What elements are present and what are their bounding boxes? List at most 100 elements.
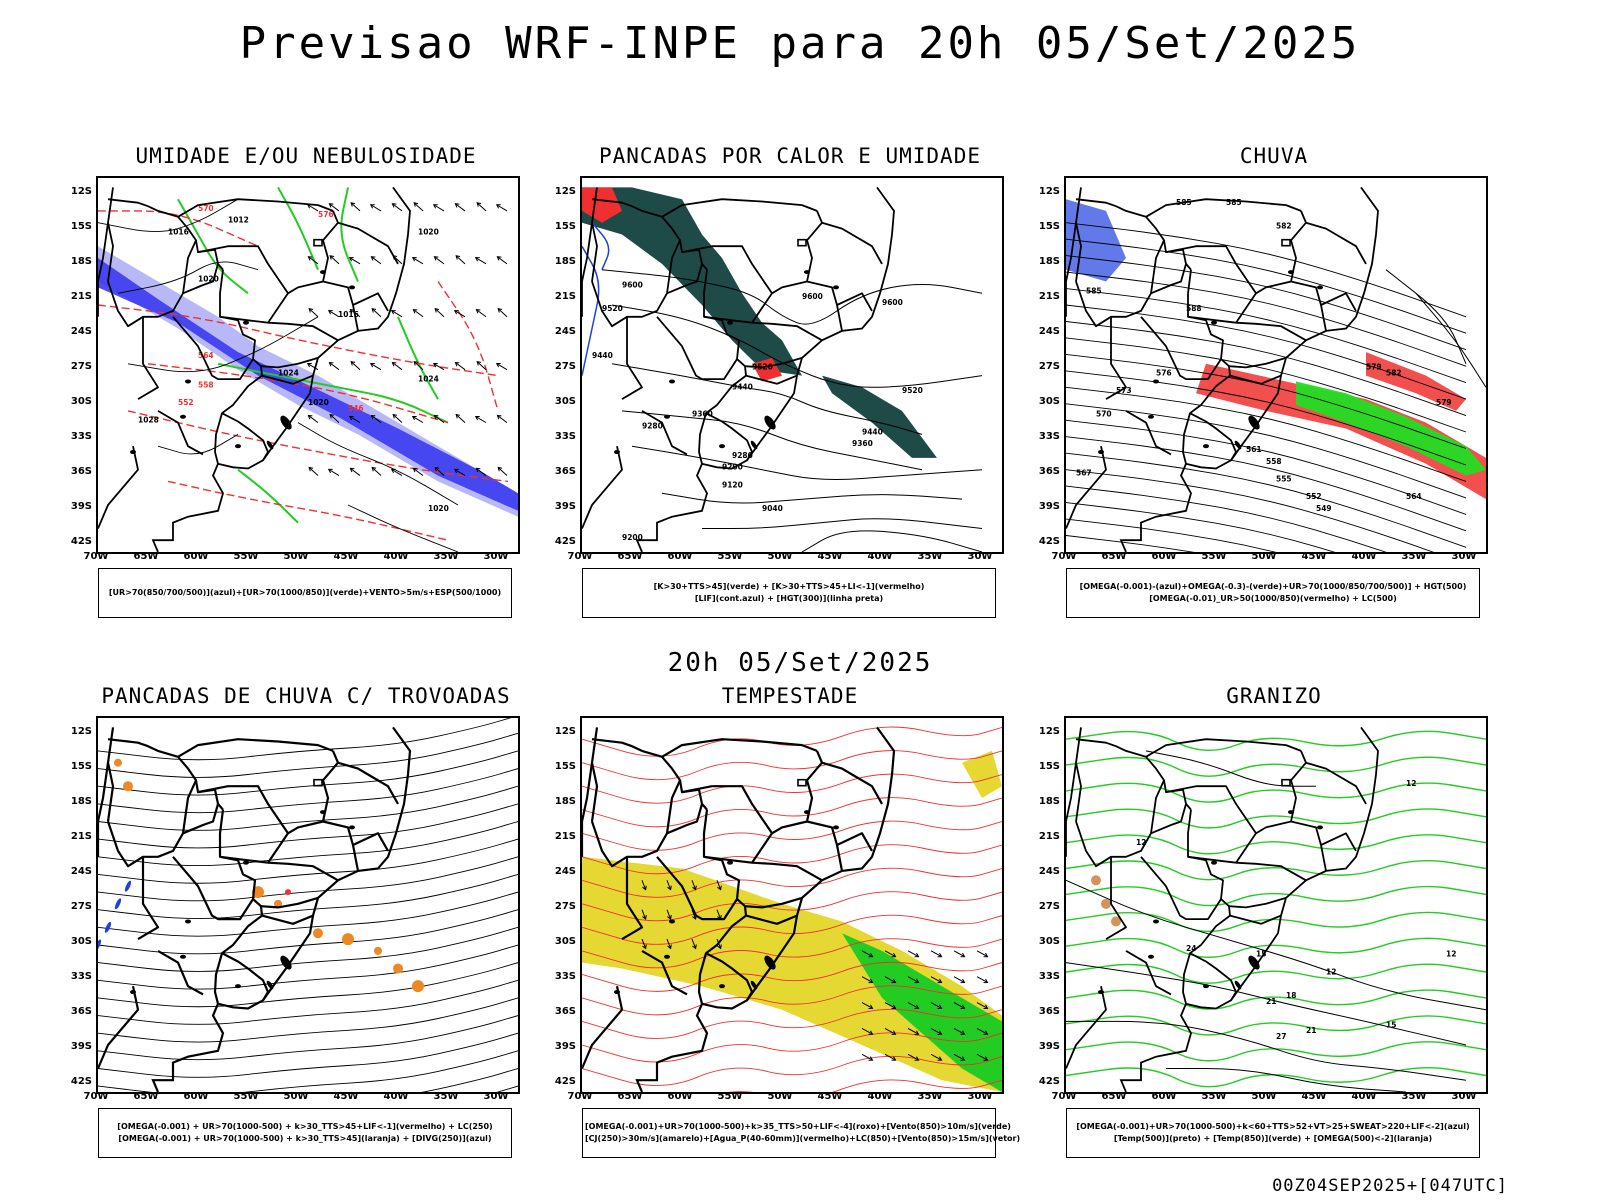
hgt300-contour (702, 518, 983, 529)
panel-title-trovoadas: PANCADAS DE CHUVA C/ TROVOADAS (101, 684, 511, 708)
pressure-contour (157, 434, 239, 455)
lat-tick-label: 21S (70, 291, 92, 302)
omega-spot (1091, 875, 1101, 886)
lon-tick-label: 40W (867, 1091, 893, 1102)
map-panel-trovoadas (96, 716, 520, 1094)
contour-label: 9600 (802, 292, 823, 301)
streamline (421, 1068, 518, 1092)
lat-tick-label: 36S (70, 1006, 92, 1017)
legend-granizo: [OMEGA(-0.001)+UR>70(1000-500)+k<60+TTS>… (1066, 1108, 1480, 1158)
temp850-contour (1066, 756, 1486, 777)
jet-stream-area (582, 856, 1002, 1092)
contour-label: 15 (1386, 1020, 1396, 1029)
lon-tick-label: 60W (183, 551, 209, 562)
lon-tick-label: 60W (667, 551, 693, 562)
streamline (1066, 288, 1467, 384)
temp850-contour (1066, 989, 1486, 1010)
hgt300-contour (601, 269, 983, 325)
contour-label: 576 (1156, 369, 1172, 378)
streamline (98, 838, 518, 884)
panel-title-tempestade: TEMPESTADE (721, 684, 859, 708)
contour-label: 1020 (418, 227, 439, 236)
contour-label: 9600 (622, 280, 643, 289)
lat-tick-label: 42S (554, 1076, 576, 1087)
lon-tick-label: 30W (483, 1091, 509, 1102)
lat-tick-label: 15S (1038, 761, 1060, 772)
lon-tick-label: 50W (767, 1091, 793, 1102)
lat-tick-label: 33S (1038, 431, 1060, 442)
humidity-low-contour (217, 362, 449, 424)
streamline (1066, 469, 1435, 552)
contour-label: 1016 (338, 310, 359, 319)
lat-tick-label: 18S (1038, 256, 1060, 267)
lon-tick-label: 60W (1151, 1091, 1177, 1102)
contour-label: 9280 (642, 422, 663, 431)
streamline (1415, 292, 1486, 388)
lon-tick-label: 55W (233, 551, 259, 562)
lat-tick-label: 42S (554, 536, 576, 547)
streamline (582, 1008, 1002, 1039)
humidity-low-contour (340, 187, 359, 282)
contour-label: 585 (1086, 286, 1102, 295)
map-panel-tempestade (580, 716, 1004, 1094)
lat-tick-label: 42S (1038, 536, 1060, 547)
streamline (1066, 452, 1467, 548)
lat-tick-label: 39S (554, 1041, 576, 1052)
convection-area (822, 375, 937, 458)
hgt300-contour (621, 410, 923, 471)
temp850-contour (1066, 937, 1486, 958)
contour-label: 555 (1276, 474, 1292, 483)
contour-label: 9520 (602, 304, 623, 313)
lon-tick-label: 50W (283, 551, 309, 562)
geography (1066, 186, 1379, 552)
contour-label: 12 (1326, 967, 1336, 976)
contour-label: 9440 (862, 427, 883, 436)
lat-tick-label: 30S (554, 936, 576, 947)
streamline (1066, 518, 1277, 552)
run-info: 00Z04SEP2025+[047UTC] (1272, 1176, 1508, 1196)
thunderstorm-spot (274, 899, 282, 908)
lat-tick-label: 18S (554, 796, 576, 807)
lat-tick-label: 36S (1038, 466, 1060, 477)
legend-umidade: [UR>70(850/700/500)](azul)+[UR>70(1000/8… (98, 568, 512, 618)
lif-contour (582, 245, 600, 376)
lat-tick-label: 33S (554, 431, 576, 442)
legend-line: [OMEGA(-0.001)-(azul)+OMEGA(-0.3)-(verde… (1079, 582, 1467, 591)
contour-label: 9360 (692, 410, 713, 419)
streamline (582, 773, 1002, 804)
lon-tick-label: 60W (183, 1091, 209, 1102)
lat-tick-label: 24S (1038, 326, 1060, 337)
lat-tick-label: 24S (1038, 866, 1060, 877)
lat-tick-label: 24S (554, 326, 576, 337)
streamline (98, 1050, 518, 1092)
geography (98, 186, 411, 552)
panel-title-umidade: UMIDADE E/OU NEBULOSIDADE (135, 144, 477, 168)
contour-label: 588 (1186, 304, 1202, 313)
lat-tick-label: 39S (70, 1041, 92, 1052)
lat-tick-label: 33S (70, 971, 92, 982)
streamline (582, 938, 1002, 969)
lon-tick-label: 65W (133, 551, 159, 562)
streamline (1385, 269, 1467, 364)
lon-tick-label: 65W (1101, 551, 1127, 562)
temp500-contour (1066, 1020, 1467, 1081)
lat-tick-label: 12S (70, 186, 92, 197)
lat-tick-label: 21S (1038, 291, 1060, 302)
panel-title-granizo: GRANIZO (1226, 684, 1322, 708)
contour-label: 552 (1306, 492, 1322, 501)
pressure-contour (117, 261, 259, 294)
lat-tick-label: 42S (70, 1076, 92, 1087)
geography (98, 726, 412, 1092)
lon-tick-label: 65W (617, 551, 643, 562)
lat-tick-label: 12S (70, 726, 92, 737)
streamline (98, 803, 518, 849)
legend-chuva: [OMEGA(-0.001)-(azul)+OMEGA(-0.3)-(verde… (1066, 568, 1480, 618)
lon-tick-label: 35W (1401, 551, 1427, 562)
lat-tick-label: 42S (70, 536, 92, 547)
streamline (1066, 419, 1467, 515)
panel-title-chuva: CHUVA (1239, 144, 1309, 168)
contour-label: 570 (1096, 410, 1112, 419)
temp850-contour (1066, 834, 1486, 855)
lon-tick-label: 65W (133, 1091, 159, 1102)
streamline (98, 1015, 518, 1061)
